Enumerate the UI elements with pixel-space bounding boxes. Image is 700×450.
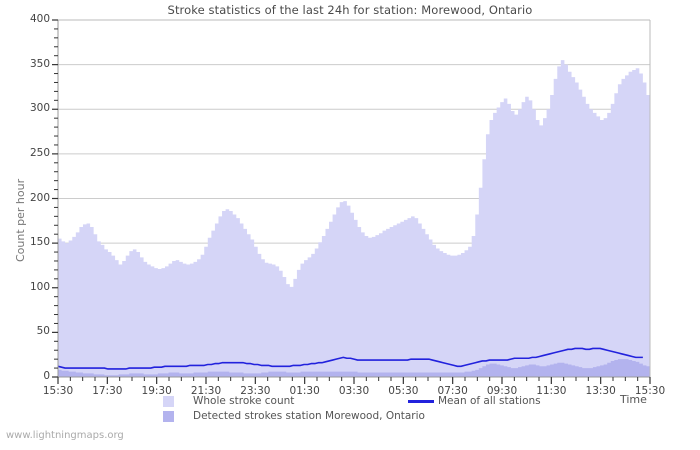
legend-marker-mean-line [408, 400, 434, 403]
x-tick-label: 09:30 [486, 385, 518, 397]
watermark: www.lightningmaps.org [6, 430, 124, 441]
y-tick-label: 200 [29, 191, 50, 204]
y-tick-label: 50 [36, 325, 50, 338]
legend-marker-detected-strokes [163, 411, 174, 422]
legend-label: Detected strokes station Morewood, Ontar… [193, 410, 425, 422]
y-tick-label: 250 [29, 146, 50, 159]
x-tick-label: 17:30 [92, 385, 123, 397]
x-tick-label: 19:30 [141, 385, 172, 397]
y-tick-label: 300 [29, 102, 50, 115]
chart-title: Stroke statistics of the last 24h for st… [167, 3, 533, 17]
x-axis-title: Time [620, 393, 647, 406]
y-tick-label: 150 [29, 236, 50, 249]
x-tick-label: 05:30 [388, 385, 419, 397]
y-tick-label: 400 [29, 13, 50, 25]
legend-label: Mean of all stations [438, 395, 541, 407]
x-tick-label: 23:30 [240, 385, 271, 397]
x-tick-label: 03:30 [338, 385, 370, 397]
x-tick-label: 15:30 [42, 385, 74, 397]
x-tick-label: 21:30 [190, 385, 222, 397]
y-tick-label: 100 [29, 280, 50, 293]
y-tick-label: 0 [43, 370, 50, 382]
x-tick-label: 13:30 [585, 385, 616, 397]
x-tick-label: 11:30 [536, 385, 567, 397]
legend-marker-whole-stroke-count [163, 396, 174, 407]
x-tick-label: 15:30 [634, 385, 666, 397]
legend-label: Whole stroke count [193, 395, 295, 407]
x-tick-label: 07:30 [437, 385, 468, 397]
y-tick-label: 350 [29, 57, 50, 70]
x-tick-label: 01:30 [289, 385, 320, 397]
